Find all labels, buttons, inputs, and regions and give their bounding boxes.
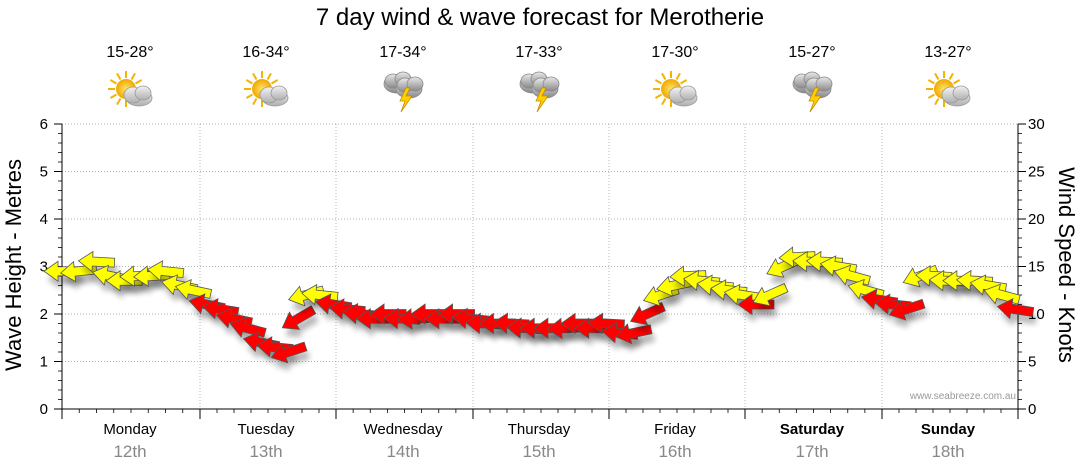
wind-arrow xyxy=(752,283,789,307)
day-header: 15-28° xyxy=(75,44,185,107)
y2-axis-label: Wind Speed - Knots xyxy=(1054,167,1079,363)
wind-arrow xyxy=(437,303,475,325)
day-name: Monday xyxy=(103,421,157,438)
day-header: 17-33° xyxy=(484,44,594,112)
day-header: 15-27° xyxy=(757,44,867,112)
wind-arrow xyxy=(270,341,308,364)
day-name: Thursday xyxy=(507,421,571,438)
thunderstorm-icon xyxy=(519,71,560,112)
day-label: Sunday 18th xyxy=(878,421,1018,462)
wind-arrow xyxy=(833,264,871,286)
day-date: 15th xyxy=(522,442,556,461)
day-header: 16-34° xyxy=(211,44,321,107)
cloud-icon xyxy=(668,85,698,107)
watermark: www.seabreeze.com.au xyxy=(909,391,1016,402)
cloud-icon xyxy=(123,85,153,107)
temperature-range: 15-27° xyxy=(788,44,836,61)
temperature-range: 15-28° xyxy=(106,44,154,61)
wind-arrow xyxy=(983,283,1021,305)
day-header: 17-30° xyxy=(620,44,730,107)
wind-arrow xyxy=(174,278,213,301)
partly-cloudy-icon xyxy=(926,71,971,107)
y-tick-label: 3 xyxy=(40,259,48,276)
day-date: 18th xyxy=(931,442,965,461)
wind-arrow xyxy=(281,305,317,330)
day-label: Monday 12th xyxy=(60,421,200,462)
day-label: Saturday 17th xyxy=(742,421,882,462)
y-tick-label: 5 xyxy=(40,164,48,181)
day-date: 13th xyxy=(249,442,283,461)
wind-arrow xyxy=(229,316,267,338)
thunderstorm-icon xyxy=(383,71,424,112)
y-tick-label: 6 xyxy=(40,116,48,133)
day-date: 12th xyxy=(113,442,147,461)
day-name: Wednesday xyxy=(363,421,443,438)
day-date: 17th xyxy=(795,442,829,461)
chart-title: 7 day wind & wave forecast for Merotheri… xyxy=(315,4,765,31)
temperature-range: 17-33° xyxy=(515,44,563,61)
day-name: Tuesday xyxy=(237,421,295,438)
lightning-icon xyxy=(808,87,822,112)
wind-arrow xyxy=(888,298,926,321)
temperature-range: 16-34° xyxy=(242,44,290,61)
lightning-icon xyxy=(399,87,413,112)
day-name: Sunday xyxy=(920,421,976,438)
y-tick-label: 2 xyxy=(40,306,48,323)
day-label: Friday 16th xyxy=(605,421,745,462)
temperature-range: 17-34° xyxy=(379,44,427,61)
partly-cloudy-icon xyxy=(108,71,153,107)
temperature-range: 13-27° xyxy=(924,44,972,61)
day-label: Thursday 15th xyxy=(469,421,609,462)
y2-tick-label: 0 xyxy=(1028,401,1036,418)
cloud-icon xyxy=(941,85,971,107)
day-name: Saturday xyxy=(779,421,845,438)
day-header: 13-27° xyxy=(893,44,1003,107)
y2-tick-label: 5 xyxy=(1028,354,1036,371)
temperature-range: 17-30° xyxy=(651,44,699,61)
day-date: 14th xyxy=(386,442,420,461)
thunderstorm-icon xyxy=(792,71,833,112)
y-axis-label: Wave Height - Metres xyxy=(1,159,26,371)
y2-tick-label: 25 xyxy=(1028,164,1045,181)
wind-arrow xyxy=(996,298,1035,320)
y-tick-label: 4 xyxy=(40,211,48,228)
lightning-icon xyxy=(535,87,549,112)
y2-tick-label: 20 xyxy=(1028,211,1045,228)
y-tick-label: 0 xyxy=(40,401,48,418)
day-date: 16th xyxy=(658,442,692,461)
y2-tick-label: 30 xyxy=(1028,116,1045,133)
wind-arrows xyxy=(43,246,1037,371)
day-label: Wednesday 14th xyxy=(333,421,473,462)
cloud-icon xyxy=(259,85,289,107)
y2-tick-label: 15 xyxy=(1028,259,1045,276)
grid-lines xyxy=(62,123,1018,409)
day-header: 17-34° xyxy=(348,44,458,112)
wind-arrow-shadow xyxy=(285,313,319,338)
day-label: Tuesday 13th xyxy=(196,421,336,462)
partly-cloudy-icon xyxy=(653,71,698,107)
day-name: Friday xyxy=(654,421,696,438)
storm-clouds xyxy=(383,71,424,99)
partly-cloudy-icon xyxy=(244,71,289,107)
y-tick-label: 1 xyxy=(40,354,48,371)
